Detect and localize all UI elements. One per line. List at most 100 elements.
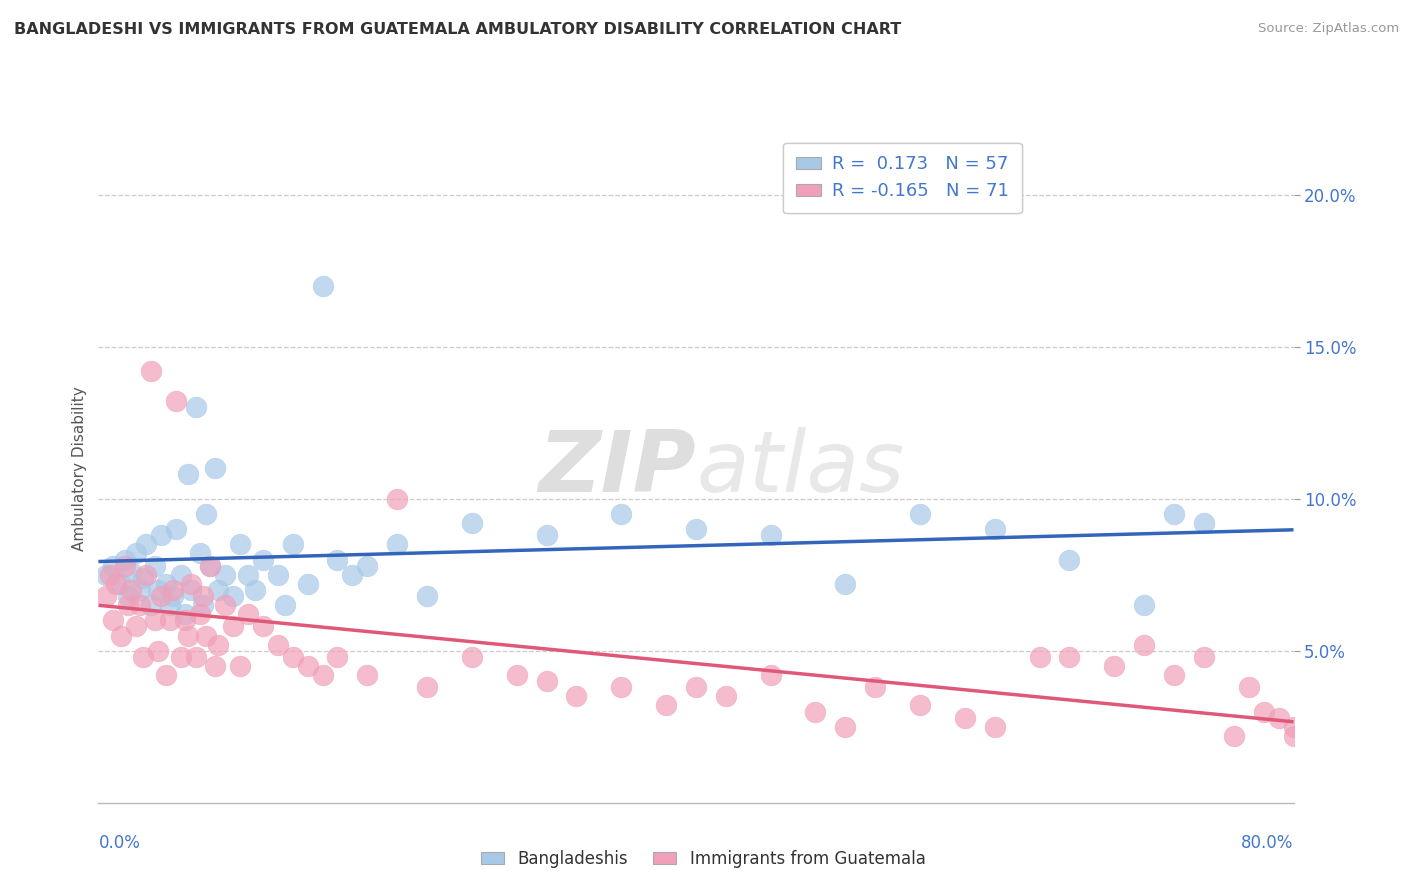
Point	[103, 558, 125, 573]
Point	[536, 528, 558, 542]
Point	[207, 582, 229, 597]
Point	[1192, 516, 1215, 530]
Point	[169, 567, 191, 582]
Point	[165, 394, 187, 409]
Point	[204, 659, 226, 673]
Point	[610, 680, 633, 694]
Point	[281, 649, 304, 664]
Point	[103, 613, 125, 627]
Point	[105, 577, 128, 591]
Point	[114, 558, 136, 573]
Point	[191, 589, 214, 603]
Point	[162, 589, 184, 603]
Point	[184, 649, 207, 664]
Point	[165, 522, 187, 536]
Point	[132, 649, 155, 664]
Point	[804, 705, 827, 719]
Point	[159, 598, 181, 612]
Point	[194, 628, 218, 642]
Point	[94, 589, 117, 603]
Point	[252, 552, 274, 566]
Point	[1282, 729, 1305, 743]
Point	[610, 507, 633, 521]
Text: Source: ZipAtlas.com: Source: ZipAtlas.com	[1258, 22, 1399, 36]
Point	[252, 619, 274, 633]
Point	[1223, 729, 1246, 743]
Point	[416, 680, 439, 694]
Point	[416, 589, 439, 603]
Point	[110, 628, 132, 642]
Point	[834, 577, 856, 591]
Point	[834, 720, 856, 734]
Point	[908, 698, 931, 713]
Point	[1059, 552, 1081, 566]
Point	[177, 628, 200, 642]
Point	[125, 619, 148, 633]
Point	[222, 589, 245, 603]
Point	[117, 598, 139, 612]
Point	[222, 619, 245, 633]
Point	[139, 364, 162, 378]
Point	[132, 571, 155, 585]
Point	[129, 582, 152, 597]
Point	[135, 567, 157, 582]
Point	[1059, 649, 1081, 664]
Text: atlas: atlas	[696, 426, 904, 510]
Text: BANGLADESHI VS IMMIGRANTS FROM GUATEMALA AMBULATORY DISABILITY CORRELATION CHART: BANGLADESHI VS IMMIGRANTS FROM GUATEMALA…	[14, 22, 901, 37]
Point	[150, 528, 173, 542]
Point	[1104, 659, 1126, 673]
Point	[759, 528, 782, 542]
Point	[953, 711, 976, 725]
Legend: R =  0.173   N = 57, R = -0.165   N = 71: R = 0.173 N = 57, R = -0.165 N = 71	[783, 143, 1022, 213]
Point	[1028, 649, 1050, 664]
Point	[162, 582, 184, 597]
Point	[385, 537, 409, 551]
Point	[98, 567, 122, 582]
Point	[143, 558, 166, 573]
Point	[191, 598, 214, 612]
Point	[1282, 720, 1305, 734]
Point	[461, 516, 484, 530]
Point	[194, 507, 218, 521]
Point	[229, 659, 252, 673]
Point	[155, 577, 177, 591]
Point	[685, 522, 707, 536]
Point	[1163, 507, 1185, 521]
Point	[150, 589, 173, 603]
Point	[188, 607, 211, 622]
Point	[143, 613, 166, 627]
Point	[184, 401, 207, 415]
Point	[177, 467, 200, 482]
Point	[180, 577, 202, 591]
Point	[129, 598, 152, 612]
Point	[385, 491, 409, 506]
Point	[1267, 711, 1289, 725]
Point	[908, 507, 931, 521]
Point	[565, 690, 588, 704]
Text: 0.0%: 0.0%	[98, 834, 141, 852]
Point	[983, 522, 1005, 536]
Point	[114, 552, 136, 566]
Point	[169, 649, 191, 664]
Point	[155, 668, 177, 682]
Point	[1133, 638, 1156, 652]
Point	[865, 680, 887, 694]
Point	[94, 567, 117, 582]
Point	[110, 577, 132, 591]
Point	[297, 659, 319, 673]
Point	[245, 582, 267, 597]
Point	[188, 546, 211, 560]
Point	[214, 567, 236, 582]
Point	[655, 698, 678, 713]
Point	[159, 613, 181, 627]
Point	[714, 690, 737, 704]
Y-axis label: Ambulatory Disability: Ambulatory Disability	[72, 386, 87, 550]
Point	[461, 649, 484, 664]
Point	[297, 577, 319, 591]
Point	[281, 537, 304, 551]
Point	[200, 558, 222, 573]
Point	[274, 598, 297, 612]
Point	[204, 461, 226, 475]
Point	[125, 546, 148, 560]
Point	[536, 674, 558, 689]
